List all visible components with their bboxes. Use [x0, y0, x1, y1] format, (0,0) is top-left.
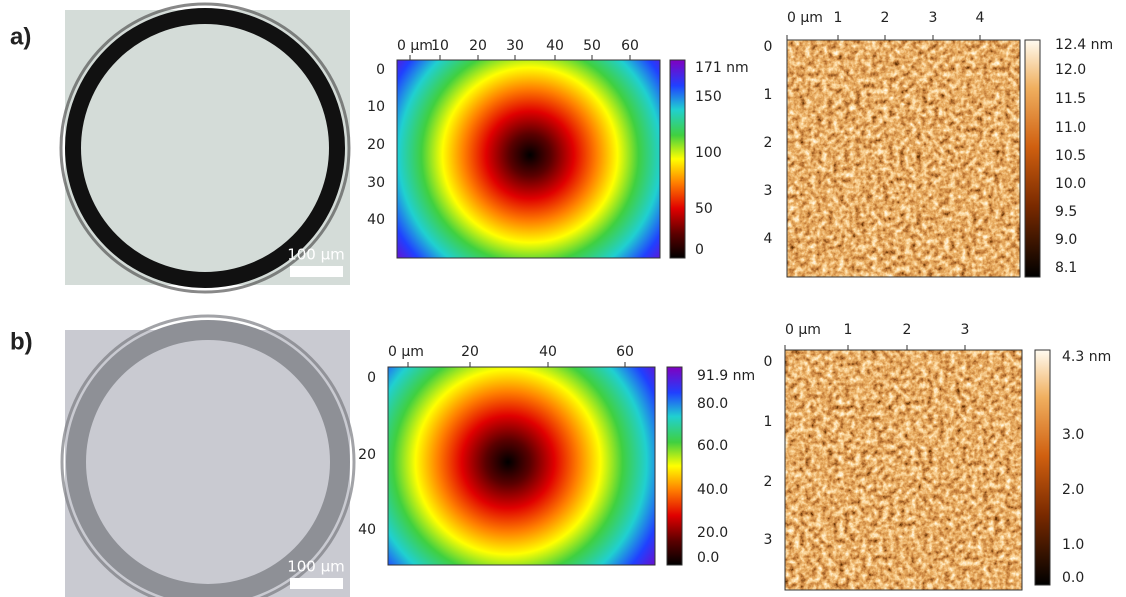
- colorbar-label: 60.0: [697, 438, 728, 454]
- x-tick-label: 3: [961, 322, 970, 338]
- height-image: [396, 59, 661, 259]
- y-tick-label: 40: [367, 212, 385, 228]
- colorbar: [666, 366, 683, 566]
- x-tick-label: 0 µm: [397, 38, 433, 54]
- scale-bar-label: 100 µm: [287, 558, 345, 576]
- micrograph: 100 µm: [59, 2, 351, 294]
- x-tick-label: 60: [621, 38, 639, 54]
- colorbar: [1034, 349, 1051, 586]
- colorbar-label: 100: [695, 145, 722, 161]
- panel-label: b): [10, 328, 33, 355]
- height-image: [387, 366, 656, 566]
- colorbar-label: 4.3 nm: [1062, 349, 1111, 365]
- colorbar-label: 20.0: [697, 525, 728, 541]
- x-tick-label: 3: [929, 10, 938, 26]
- x-tick-label: 30: [506, 38, 524, 54]
- ring: [66, 320, 350, 597]
- afm-image: [785, 350, 1022, 590]
- x-tick-label: 0 µm: [787, 10, 823, 26]
- colorbar-label: 0.0: [697, 550, 719, 566]
- x-tick-label: 2: [881, 10, 890, 26]
- y-tick-label: 0: [764, 39, 773, 55]
- y-tick-label: 10: [367, 99, 385, 115]
- y-tick-label: 0: [367, 370, 376, 386]
- colorbar: [669, 59, 686, 259]
- colorbar: [1024, 39, 1041, 278]
- y-tick-label: 40: [358, 522, 376, 538]
- colorbar-label: 50: [695, 201, 713, 217]
- colorbar-label: 9.0: [1055, 232, 1077, 248]
- colorbar-label: 80.0: [697, 396, 728, 412]
- colorbar-label: 10.5: [1055, 148, 1086, 164]
- colorbar-label: 2.0: [1062, 482, 1084, 498]
- ring-edge: [60, 314, 356, 597]
- scale-bar: [290, 266, 343, 277]
- x-tick-label: 20: [461, 344, 479, 360]
- y-tick-label: 20: [358, 447, 376, 463]
- scale-bar: [290, 578, 343, 589]
- colorbar-label: 0.0: [1062, 570, 1084, 586]
- afm-map: 0 µm 1 2 3 4 0 1 2 3 4 12.4 nm 12.0 11.5 11.0 10.5 10.0…: [764, 10, 1113, 278]
- y-tick-label: 1: [764, 87, 773, 103]
- x-tick-label: 2: [903, 322, 912, 338]
- y-tick-label: 0: [764, 354, 773, 370]
- y-tick-label: 4: [764, 231, 773, 247]
- colorbar-label: 3.0: [1062, 427, 1084, 443]
- colorbar-label: 11.0: [1055, 120, 1086, 136]
- colorbar-label: 1.0: [1062, 537, 1084, 553]
- x-tick-label: 50: [583, 38, 601, 54]
- y-tick-label: 3: [764, 532, 773, 548]
- afm-frame: [784, 349, 1023, 591]
- colorbar-label: 0: [695, 242, 704, 258]
- colorbar-label: 150: [695, 89, 722, 105]
- x-tick-label: 0 µm: [388, 344, 424, 360]
- colorbar-label: 40.0: [697, 482, 728, 498]
- colorbar-label: 91.9 nm: [697, 368, 755, 384]
- colorbar-label: 11.5: [1055, 91, 1086, 107]
- ring-edge: [59, 2, 351, 294]
- x-tick-label: 0 µm: [785, 322, 821, 338]
- y-tick-label: 2: [764, 135, 773, 151]
- afm-image: [787, 40, 1020, 277]
- y-tick-label: 3: [764, 183, 773, 199]
- colorbar-label: 12.4 nm: [1055, 37, 1113, 53]
- afm-map: 0 µm 1 2 3 0 1 2 3 4.3 nm 3.0 2.0 1.0 0.0: [764, 322, 1111, 591]
- afm-frame: [786, 39, 1021, 278]
- micrograph: 100 µm: [60, 314, 356, 597]
- y-tick-label: 0: [376, 62, 385, 78]
- colorbar-label: 9.5: [1055, 204, 1077, 220]
- scale-bar-label: 100 µm: [287, 246, 345, 264]
- colorbar-label: 12.0: [1055, 62, 1086, 78]
- ring: [65, 8, 345, 288]
- x-tick-label: 20: [469, 38, 487, 54]
- x-tick-label: 4: [976, 10, 985, 26]
- panel-label: a): [10, 23, 31, 50]
- x-tick-label: 60: [616, 344, 634, 360]
- x-tick-label: 1: [844, 322, 853, 338]
- y-tick-label: 2: [764, 474, 773, 490]
- y-tick-label: 1: [764, 414, 773, 430]
- x-tick-label: 40: [546, 38, 564, 54]
- x-tick-label: 40: [539, 344, 557, 360]
- y-tick-label: 30: [367, 175, 385, 191]
- y-tick-label: 20: [367, 137, 385, 153]
- colorbar-label: 171 nm: [695, 60, 749, 76]
- x-tick-label: 10: [431, 38, 449, 54]
- x-tick-label: 1: [834, 10, 843, 26]
- colorbar-label: 10.0: [1055, 176, 1086, 192]
- colorbar-label: 8.1: [1055, 260, 1077, 276]
- height-map: 0 µm 20 40 60 0 20 40 91.9 nm 80.0 60.0 40.0 20.0 0.…: [358, 344, 755, 566]
